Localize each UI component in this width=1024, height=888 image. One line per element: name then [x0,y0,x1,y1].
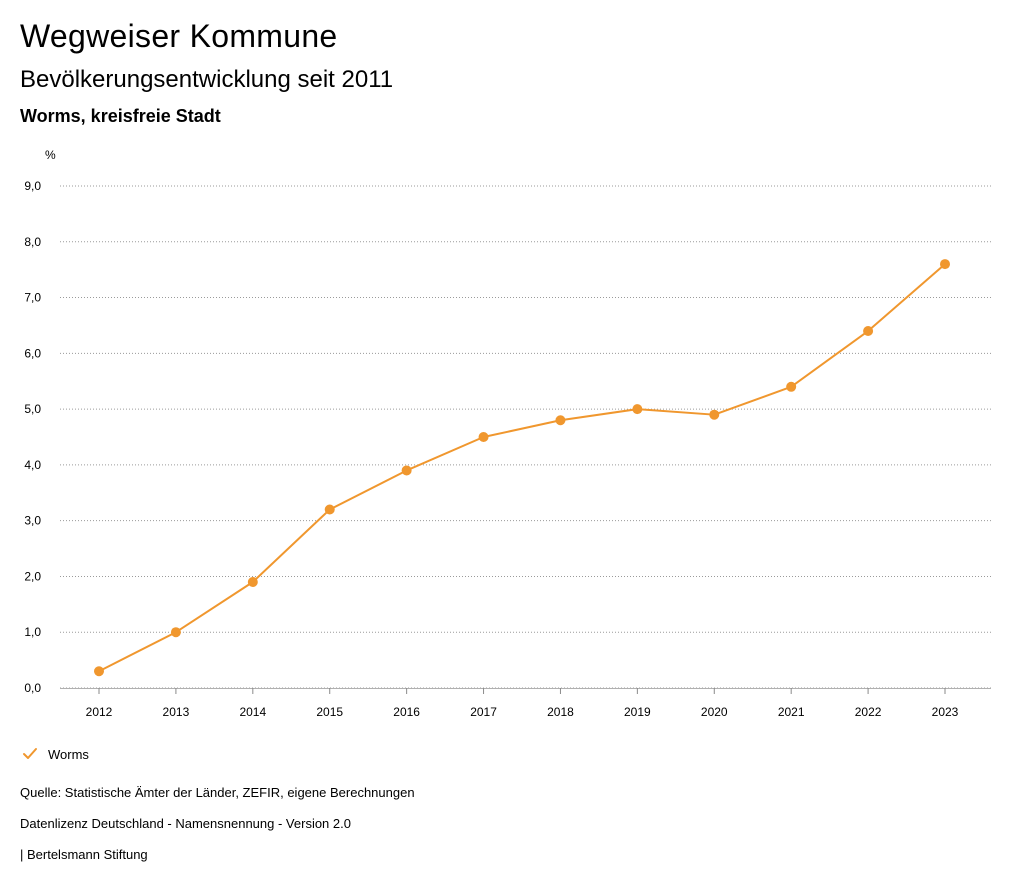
x-tick-label: 2021 [778,705,805,719]
x-tick-label: 2022 [855,705,882,719]
legend-label: Worms [48,746,89,762]
data-point[interactable] [478,432,489,442]
y-tick-label: 8,0 [24,235,41,249]
x-tick-label: 2023 [932,705,959,719]
y-tick-label: 7,0 [24,291,41,305]
series-line-worms [98,263,946,673]
x-tick-label: 2017 [470,705,497,719]
data-point[interactable] [940,259,950,270]
data-point[interactable] [94,666,104,677]
y-tick-label: 6,0 [24,346,41,360]
x-tick-label: 2015 [316,705,343,719]
x-tick-label: 2013 [163,705,190,719]
y-tick-label: 2,0 [24,569,41,583]
x-tick-label: 2019 [624,705,651,719]
y-tick-label: 4,0 [24,458,41,472]
line-chart: % 0,0 1,0 2,0 3,0 4,0 5,0 6,0 7,0 8,0 9,0 2012 2013 2… [24,148,991,719]
x-tick-label: 2012 [86,705,113,719]
x-tick-label: 2016 [393,705,420,719]
data-point[interactable] [709,409,720,420]
y-tick-label: 9,0 [24,179,41,193]
x-tick-label: 2014 [239,705,266,719]
y-tick-label: 3,0 [24,514,41,528]
data-point[interactable] [324,504,335,515]
data-point[interactable] [786,381,797,392]
checkmark-icon [22,746,38,762]
data-point[interactable] [632,404,643,415]
legend-item-worms[interactable]: Worms [22,744,89,764]
data-point[interactable] [555,415,566,426]
data-point[interactable] [170,627,181,638]
y-tick-label: 1,0 [24,625,41,639]
chart-title: Wegweiser Kommune [20,18,338,54]
region-label: Worms, kreisfreie Stadt [20,106,221,126]
data-point[interactable] [247,577,258,588]
data-point[interactable] [401,465,412,476]
data-point[interactable] [863,326,874,337]
publisher-note: | Bertelsmann Stiftung [20,847,148,862]
license-note: Datenlizenz Deutschland - Namensnennung … [20,816,351,831]
x-tick-label: 2020 [701,705,728,719]
y-axis-unit-label: % [45,148,56,162]
y-tick-label: 0,0 [24,681,41,695]
x-tick-label: 2018 [547,705,574,719]
chart-subtitle: Bevölkerungsentwicklung seit 2011 [20,66,394,93]
y-tick-label: 5,0 [24,402,41,416]
source-note: Quelle: Statistische Ämter der Länder, Z… [20,785,415,800]
